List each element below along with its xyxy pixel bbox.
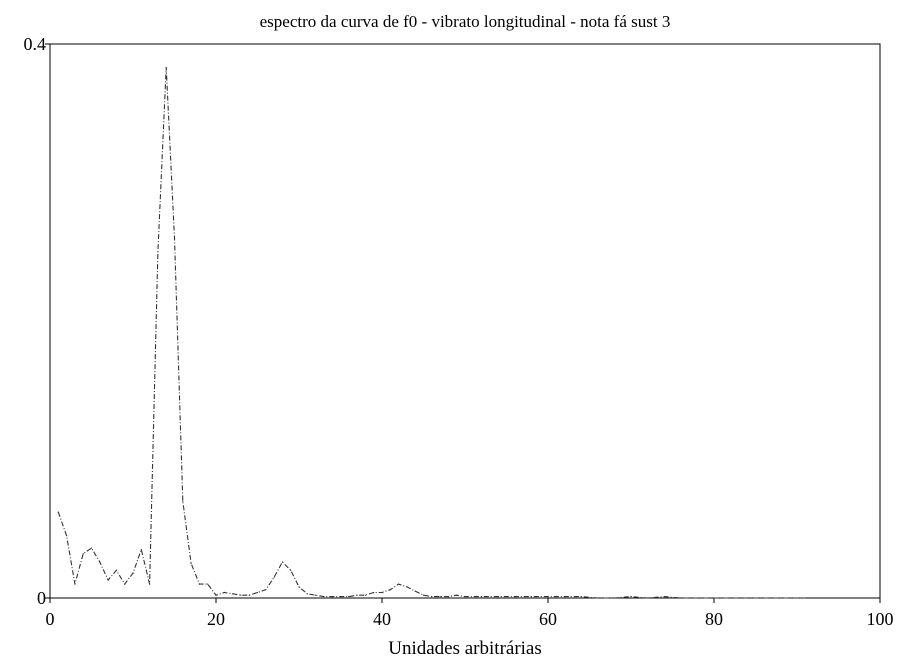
data-point bbox=[232, 593, 234, 595]
data-point bbox=[663, 596, 665, 598]
data-point bbox=[497, 596, 499, 598]
data-point bbox=[373, 591, 375, 594]
y-tick-label: 0.4 bbox=[24, 34, 47, 54]
data-point bbox=[273, 576, 275, 578]
data-point bbox=[464, 596, 466, 598]
data-point bbox=[696, 597, 699, 599]
data-point bbox=[248, 594, 250, 596]
data-point bbox=[207, 583, 209, 585]
data-point bbox=[630, 596, 632, 598]
data-point bbox=[132, 572, 134, 574]
data-point bbox=[422, 594, 425, 596]
x-tick-label: 40 bbox=[373, 609, 391, 629]
series-layer bbox=[57, 66, 806, 599]
x-tick-label: 80 bbox=[705, 609, 723, 629]
x-tick-label: 60 bbox=[539, 609, 557, 629]
plot-frame bbox=[49, 43, 881, 599]
x-tick-label: 20 bbox=[207, 609, 225, 629]
data-point bbox=[157, 251, 159, 253]
data-point bbox=[514, 596, 516, 598]
data-point bbox=[348, 596, 350, 598]
data-point bbox=[115, 569, 117, 571]
data-point bbox=[323, 596, 325, 598]
data-point bbox=[389, 589, 391, 591]
data-point bbox=[530, 596, 533, 598]
y-axis: 00.4 bbox=[24, 34, 50, 608]
data-point bbox=[414, 590, 416, 592]
data-point bbox=[198, 583, 200, 585]
data-point bbox=[190, 562, 192, 565]
data-point bbox=[240, 594, 242, 596]
data-point bbox=[564, 596, 566, 598]
data-point bbox=[82, 553, 84, 555]
data-point bbox=[124, 583, 126, 585]
data-point bbox=[796, 597, 798, 599]
y-tick-label: 0 bbox=[37, 588, 46, 608]
data-point bbox=[165, 66, 167, 69]
data-point bbox=[223, 591, 225, 594]
data-point bbox=[680, 597, 682, 599]
data-point bbox=[613, 597, 616, 599]
data-point bbox=[746, 597, 748, 599]
x-tick-label: 0 bbox=[46, 609, 55, 629]
data-point bbox=[779, 597, 782, 599]
data-point bbox=[339, 596, 342, 598]
data-point bbox=[364, 594, 366, 596]
chart-title: espectro da curva de f0 - vibrato longit… bbox=[260, 12, 671, 31]
data-point bbox=[290, 569, 292, 571]
x-axis-label: Unidades arbitrárias bbox=[388, 638, 542, 659]
data-point bbox=[74, 583, 76, 585]
data-point bbox=[763, 597, 765, 599]
data-point bbox=[281, 561, 283, 563]
data-point bbox=[597, 597, 599, 599]
data-point bbox=[57, 511, 59, 513]
data-point bbox=[90, 547, 93, 549]
data-point bbox=[447, 596, 449, 598]
data-point bbox=[456, 594, 458, 596]
data-point bbox=[298, 586, 300, 588]
data-point bbox=[256, 591, 259, 594]
data-point bbox=[439, 596, 441, 598]
data-point bbox=[182, 500, 184, 502]
data-point bbox=[149, 583, 151, 585]
data-point bbox=[306, 593, 308, 595]
data-point bbox=[173, 237, 176, 239]
data-point bbox=[730, 597, 732, 599]
data-point bbox=[265, 589, 267, 591]
data-point bbox=[431, 596, 433, 598]
data-point bbox=[580, 596, 582, 598]
data-point bbox=[647, 597, 649, 599]
data-point bbox=[331, 596, 333, 598]
data-point bbox=[547, 596, 549, 598]
series-line bbox=[57, 67, 806, 599]
data-point bbox=[99, 561, 101, 563]
data-point bbox=[356, 594, 358, 596]
data-point bbox=[66, 535, 68, 537]
x-axis: 0 20 40 60 80 100 bbox=[46, 598, 894, 629]
data-point bbox=[481, 596, 483, 598]
data-point bbox=[381, 591, 383, 594]
data-point bbox=[804, 597, 806, 599]
data-point bbox=[215, 594, 217, 596]
data-point bbox=[140, 548, 142, 551]
x-tick-label: 100 bbox=[867, 609, 894, 629]
data-point bbox=[398, 583, 400, 585]
data-point bbox=[107, 579, 109, 581]
data-point bbox=[713, 597, 715, 599]
data-point bbox=[315, 594, 317, 596]
data-point bbox=[406, 586, 408, 588]
